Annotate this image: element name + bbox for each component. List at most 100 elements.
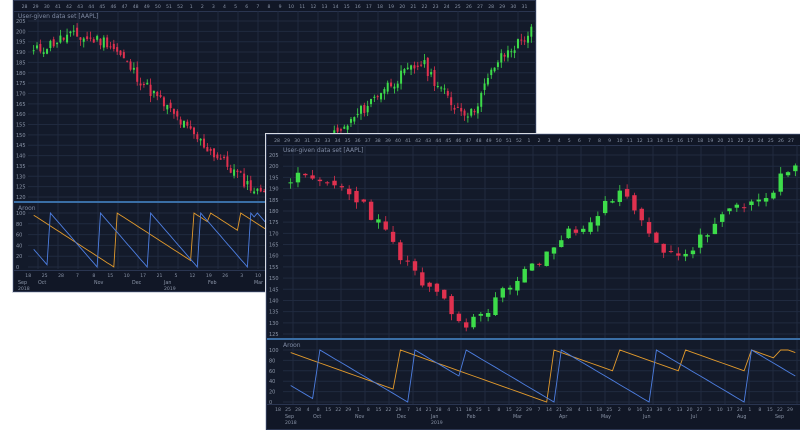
day-label: 28 — [566, 407, 572, 413]
month-label: Oct — [313, 414, 321, 420]
candle-body — [366, 105, 369, 113]
aroon-chart[interactable]: 100 80 60 40 20 0 — [267, 340, 800, 404]
week-number-label: 5 — [234, 4, 237, 10]
candle-body — [413, 65, 416, 69]
candle-body — [450, 97, 453, 106]
day-label: 13 — [677, 407, 683, 413]
candle-body — [433, 69, 436, 86]
price-axis-label: 180 — [269, 209, 279, 215]
candle-body — [376, 96, 379, 98]
day-label: 22 — [516, 407, 522, 413]
price-axis-label: 125 — [16, 185, 26, 191]
day-label: 7 — [538, 407, 541, 413]
day-label: 3 — [240, 273, 243, 279]
candle-body — [506, 50, 509, 58]
week-number-label: 14 — [657, 138, 663, 144]
candle-body — [310, 175, 315, 179]
week-number-label: 31 — [304, 138, 310, 144]
bottom-time-scale[interactable]: 18 25 28 4 8 15 22 29 1 8 15 22 29 7 14 21 28 4 11 18 25 1 8 15… — [267, 404, 800, 429]
month-label: Nov — [355, 414, 365, 420]
week-number-label: 7 — [588, 138, 591, 144]
day-label: 25 — [42, 273, 48, 279]
day-label: 10 — [255, 273, 261, 279]
week-number-label: 47 — [466, 138, 472, 144]
day-label: 8 — [367, 407, 370, 413]
week-number-label: 25 — [768, 138, 774, 144]
candle-body — [186, 121, 189, 126]
candle-body — [46, 49, 49, 54]
candle-body — [632, 195, 637, 211]
candlestick-chart[interactable]: 205 200 195 190 185 180 175 170 165 160 155 150 145 1… — [267, 145, 800, 338]
price-axis-label: 190 — [16, 50, 26, 56]
week-number-label: 41 — [405, 138, 411, 144]
candle-body — [182, 120, 185, 128]
price-axis-label: 180 — [16, 71, 26, 77]
candle-body — [172, 109, 175, 114]
candle-body — [249, 180, 252, 191]
candle-body — [39, 43, 42, 52]
candle-body — [486, 77, 489, 85]
week-number-label: 19 — [388, 4, 394, 10]
candle-body — [42, 52, 45, 55]
week-number-label: 24 — [444, 4, 450, 10]
price-axis-label: 150 — [16, 133, 26, 139]
day-label: 11 — [586, 407, 592, 413]
candle-body — [471, 316, 476, 328]
candle-body — [476, 106, 479, 114]
candle-body — [52, 39, 55, 47]
price-axis-label: 125 — [269, 332, 279, 338]
candle-body — [192, 127, 195, 135]
price-axis-label: 145 — [16, 143, 26, 149]
candle-body — [544, 251, 549, 266]
candle-body — [132, 67, 135, 70]
candle-body — [617, 190, 622, 202]
candle-body — [478, 313, 484, 316]
month-label: Apr — [559, 414, 567, 420]
osc-axis-label: 0 — [16, 265, 19, 269]
price-axis-label: 165 — [16, 102, 26, 108]
week-number-label: 10 — [617, 138, 623, 144]
candle-body — [126, 60, 129, 62]
month-label: Sep — [18, 280, 27, 286]
price-axis-label: 135 — [269, 310, 279, 316]
candle-body — [493, 67, 496, 72]
day-label: 17 — [140, 273, 146, 279]
day-label: 15 — [767, 407, 773, 413]
candle-body — [325, 182, 330, 184]
candle-body — [349, 119, 352, 123]
price-axis-label: 200 — [16, 29, 26, 35]
week-number-label: 45 — [99, 4, 105, 10]
candle-body — [490, 69, 493, 76]
osc-axis-label: 20 — [269, 390, 275, 396]
week-number-label: 50 — [155, 4, 161, 10]
price-pane[interactable]: User-given data set [AAPL] 205 200 195 190 1… — [267, 145, 800, 340]
candle-body — [199, 138, 202, 141]
candle-body — [400, 70, 403, 84]
candle-body — [654, 232, 659, 243]
week-number-label: 18 — [377, 4, 383, 10]
week-number-label: 8 — [267, 4, 270, 10]
week-number-label: 17 — [687, 138, 693, 144]
week-number-label: 47 — [122, 4, 128, 10]
week-number-label: 15 — [667, 138, 673, 144]
aroon-pane[interactable]: Aroon 100 80 60 40 20 0 — [267, 340, 800, 404]
candle-body — [226, 156, 229, 167]
candle-body — [336, 127, 339, 132]
day-label: 4 — [307, 407, 310, 413]
chart-window-front[interactable]: 28 29 30 31 32 33 34 35 36 37 38 39 40 41 42 43 44 45 46 47… — [266, 134, 800, 430]
price-axis-label: 155 — [269, 265, 279, 271]
osc-axis-label: 80 — [16, 222, 22, 228]
candle-body — [139, 83, 142, 86]
week-number-label: 4 — [223, 4, 226, 10]
week-number-label: 49 — [144, 4, 150, 10]
day-label: 8 — [758, 407, 761, 413]
week-number-label: 2 — [201, 4, 204, 10]
week-number-label: 2 — [538, 138, 541, 144]
day-label: 15 — [506, 407, 512, 413]
candle-body — [361, 199, 366, 202]
week-number-label: 15 — [344, 4, 350, 10]
candle-body — [423, 60, 426, 65]
week-number-label: 25 — [455, 4, 461, 10]
candle-body — [162, 97, 165, 107]
candle-body — [92, 39, 95, 43]
